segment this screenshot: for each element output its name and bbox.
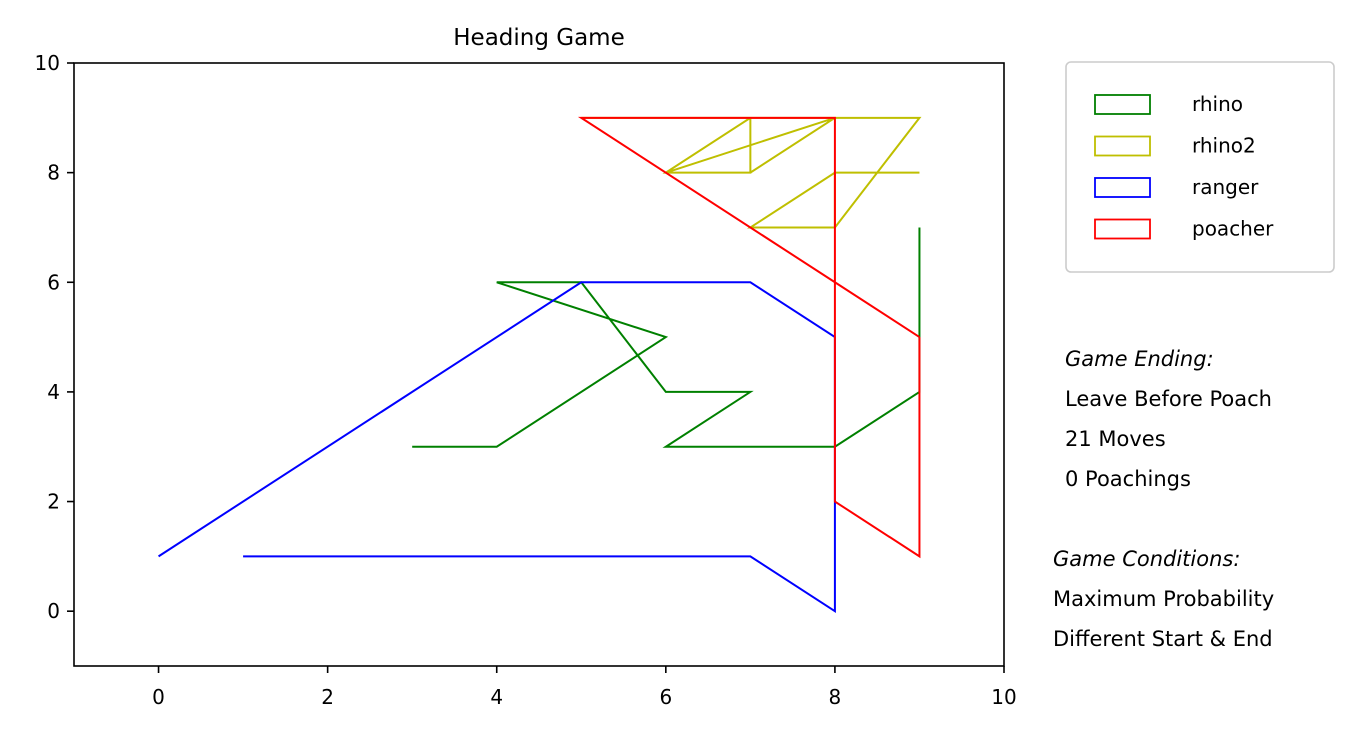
x-tick-label: 2 <box>321 685 334 709</box>
series-line-poacher <box>577 116 921 559</box>
series-line-rhino <box>412 227 921 448</box>
legend-swatch-poacher <box>1094 218 1151 240</box>
x-tick-label: 8 <box>829 685 842 709</box>
legend-label-rhino2: rhino2 <box>1192 134 1256 158</box>
x-tick-label: 4 <box>490 685 503 709</box>
legend-label-ranger: ranger <box>1192 175 1259 199</box>
y-tick-label: 2 <box>47 490 60 514</box>
legend-label-rhino: rhino <box>1192 92 1243 116</box>
legend: rhino rhino2 ranger poacher <box>1065 61 1335 273</box>
y-tick-label: 6 <box>47 270 60 294</box>
legend-swatch-rhino2 <box>1094 135 1151 157</box>
poaching-count: 0 Poachings <box>1065 467 1191 491</box>
x-tick-label: 6 <box>659 685 672 709</box>
game-condition-1: Maximum Probability <box>1053 587 1274 611</box>
y-tick-label: 10 <box>35 51 60 75</box>
legend-swatch-ranger <box>1094 177 1151 198</box>
y-tick-label: 8 <box>47 161 60 185</box>
game-ending-heading: Game Ending: <box>1065 347 1214 371</box>
axis-ticks: 0 2 4 6 8 10 0 2 4 6 8 10 <box>35 51 1017 709</box>
game-notes: Game Ending: Leave Before Poach 21 Moves… <box>1053 347 1274 651</box>
x-tick-label: 0 <box>152 685 165 709</box>
y-tick-label: 0 <box>47 599 60 623</box>
game-condition-2: Different Start & End <box>1053 627 1273 651</box>
x-tick-label: 10 <box>991 685 1016 709</box>
move-count: 21 Moves <box>1065 427 1166 451</box>
game-conditions-heading: Game Conditions: <box>1053 547 1240 571</box>
axes-frame <box>73 62 1005 667</box>
legend-swatch-rhino <box>1094 94 1151 115</box>
game-ending-type: Leave Before Poach <box>1065 387 1272 411</box>
series-line-rhino2 <box>581 116 922 229</box>
legend-label-poacher: poacher <box>1192 217 1274 241</box>
plot-area <box>158 116 922 614</box>
y-tick-label: 4 <box>47 380 60 404</box>
chart-title: Heading Game <box>453 25 625 51</box>
